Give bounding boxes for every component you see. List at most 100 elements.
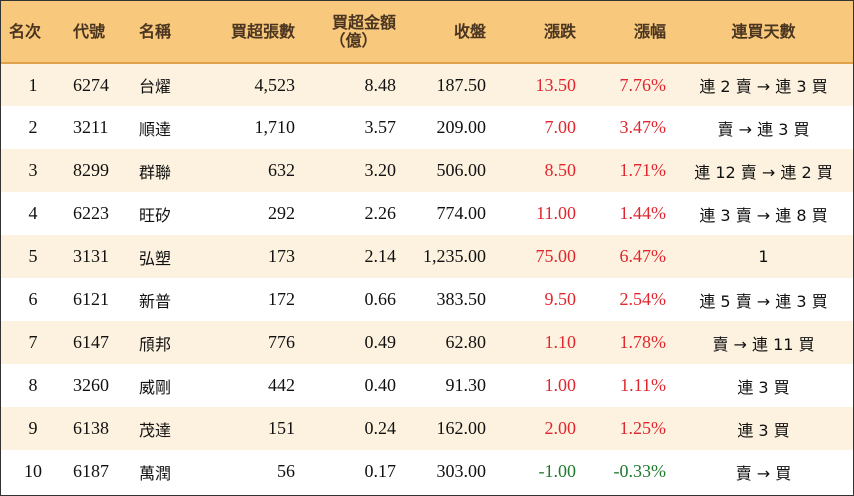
- cell-consecutive-days: 1: [758, 247, 769, 266]
- cell-net-buy-amount: 2.14: [364, 246, 397, 266]
- cell-net-buy-amount: 0.17: [364, 461, 397, 481]
- cell-code: 3131: [73, 246, 109, 266]
- cell-net-buy-lots: 56: [277, 461, 295, 481]
- table-row: 1 6274 台燿 4,523 8.48 187.50 13.50 7.76% 連 2 賣 → …: [1, 63, 853, 106]
- table-row: 9 6138 茂達 151 0.24 162.00 2.00 1.25% 連 3 買: [1, 407, 853, 450]
- cell-consecutive-days: 賣 → 連 11 買: [712, 334, 815, 354]
- cell-close: 303.00: [436, 461, 487, 481]
- header-rank: 名次: [1, 1, 65, 64]
- cell-code: 8299: [73, 160, 109, 180]
- cell-change: 11.00: [536, 203, 576, 223]
- cell-net-buy-lots: 292: [268, 203, 295, 223]
- cell-rank: 10: [24, 461, 42, 481]
- header-consecutive-days: 連買天數: [674, 1, 853, 64]
- cell-net-buy-amount: 3.57: [364, 117, 397, 137]
- cell-consecutive-days: 連 3 買: [737, 377, 790, 397]
- table-header-row: 名次 代號 名稱 買超張數 買超金額 （億） 收盤 漲跌 漲幅 連買天數: [1, 1, 853, 64]
- cell-change-pct: 1.71%: [619, 160, 667, 180]
- cell-close: 383.50: [436, 289, 487, 309]
- cell-close: 62.80: [445, 332, 487, 352]
- table-body: 1 6274 台燿 4,523 8.48 187.50 13.50 7.76% 連 2 賣 → …: [1, 63, 853, 493]
- cell-net-buy-amount: 2.26: [364, 203, 397, 223]
- cell-name: 旺矽: [139, 205, 172, 225]
- cell-net-buy-amount: 3.20: [364, 160, 397, 180]
- cell-name: 弘塑: [139, 248, 172, 268]
- cell-net-buy-lots: 151: [268, 418, 295, 438]
- cell-change: 7.00: [544, 117, 577, 137]
- cell-code: 3211: [73, 117, 109, 137]
- cell-name: 頎邦: [139, 334, 172, 354]
- header-net-buy-amount: 買超金額 （億）: [303, 1, 404, 64]
- cell-code: 6121: [73, 289, 109, 309]
- cell-rank: 3: [28, 160, 38, 180]
- cell-consecutive-days: 連 2 賣 → 連 3 買: [699, 77, 828, 96]
- header-net-buy-amount-line1: 買超金額: [331, 12, 396, 32]
- cell-net-buy-amount: 0.66: [364, 289, 397, 309]
- cell-net-buy-lots: 442: [268, 375, 295, 395]
- cell-code: 6138: [73, 418, 109, 438]
- cell-net-buy-amount: 0.49: [364, 332, 397, 352]
- cell-code: 6187: [73, 461, 109, 481]
- header-name: 名稱: [131, 1, 207, 64]
- cell-rank: 4: [28, 203, 38, 223]
- cell-rank: 8: [28, 375, 38, 395]
- cell-rank: 5: [28, 246, 38, 266]
- cell-change: 75.00: [535, 246, 577, 266]
- cell-change-pct: 1.78%: [619, 332, 667, 352]
- cell-close: 774.00: [436, 203, 487, 223]
- cell-change-pct: 2.54%: [619, 289, 667, 309]
- header-change: 漲跌: [494, 1, 584, 64]
- cell-rank: 9: [28, 418, 38, 438]
- cell-net-buy-lots: 173: [268, 246, 295, 266]
- cell-code: 3260: [73, 375, 109, 395]
- cell-change: 9.50: [544, 289, 577, 309]
- cell-change-pct: 1.25%: [619, 418, 667, 438]
- table-row: 5 3131 弘塑 173 2.14 1,235.00 75.00 6.47% 1: [1, 235, 853, 278]
- cell-net-buy-amount: 0.40: [364, 375, 397, 395]
- cell-change-pct: 1.11%: [620, 375, 666, 395]
- cell-code: 6223: [73, 203, 109, 223]
- cell-consecutive-days: 賣 → 買: [735, 463, 792, 483]
- cell-code: 6147: [73, 332, 109, 352]
- cell-consecutive-days: 連 3 買: [737, 420, 790, 440]
- cell-rank: 6: [28, 289, 38, 309]
- header-change-pct: 漲幅: [584, 1, 674, 64]
- cell-name: 茂達: [139, 420, 172, 440]
- table-row: 7 6147 頎邦 776 0.49 62.80 1.10 1.78% 賣 → 連 11 買: [1, 321, 853, 364]
- cell-close: 209.00: [436, 117, 487, 137]
- cell-change-pct: 7.76%: [619, 74, 667, 95]
- cell-name: 台燿: [139, 77, 172, 96]
- header-code: 代號: [65, 1, 131, 64]
- table-row: 3 8299 群聯 632 3.20 506.00 8.50 1.71% 連 12 賣 → 連 …: [1, 149, 853, 192]
- cell-net-buy-lots: 1,710: [254, 117, 296, 137]
- cell-change: 1.10: [544, 332, 577, 352]
- cell-rank: 2: [28, 117, 38, 137]
- cell-consecutive-days: 連 12 賣 → 連 2 買: [694, 162, 833, 182]
- header-net-buy-amount-line2: （億）: [329, 30, 378, 50]
- cell-change-pct: 3.47%: [619, 117, 667, 137]
- cell-rank: 1: [28, 74, 38, 95]
- cell-name: 新普: [139, 291, 172, 311]
- cell-net-buy-lots: 632: [268, 160, 295, 180]
- cell-close: 1,235.00: [423, 246, 486, 266]
- cell-change: 2.00: [544, 418, 577, 438]
- cell-change-pct: 1.44%: [619, 203, 667, 223]
- cell-name: 群聯: [139, 162, 172, 182]
- cell-net-buy-lots: 172: [268, 289, 295, 309]
- cell-change: -1.00: [538, 461, 577, 481]
- cell-net-buy-lots: 776: [268, 332, 295, 352]
- header-net-buy-lots: 買超張數: [207, 1, 303, 64]
- cell-change: 1.00: [544, 375, 577, 395]
- cell-consecutive-days: 賣 → 連 3 買: [717, 119, 810, 139]
- cell-name: 順達: [139, 119, 172, 139]
- table-row: 2 3211 順達 1,710 3.57 209.00 7.00 3.47% 賣 → 連 3 買: [1, 106, 853, 149]
- table-row: 8 3260 威剛 442 0.40 91.30 1.00 1.11% 連 3 買: [1, 364, 853, 407]
- cell-name: 萬潤: [139, 463, 172, 483]
- cell-net-buy-amount: 8.48: [364, 74, 397, 95]
- cell-consecutive-days: 連 5 賣 → 連 3 買: [699, 291, 828, 311]
- cell-close: 91.30: [445, 375, 487, 395]
- table-row: 4 6223 旺矽 292 2.26 774.00 11.00 1.44% 連 3 賣 → 連 …: [1, 192, 853, 235]
- cell-net-buy-lots: 4,523: [254, 74, 296, 95]
